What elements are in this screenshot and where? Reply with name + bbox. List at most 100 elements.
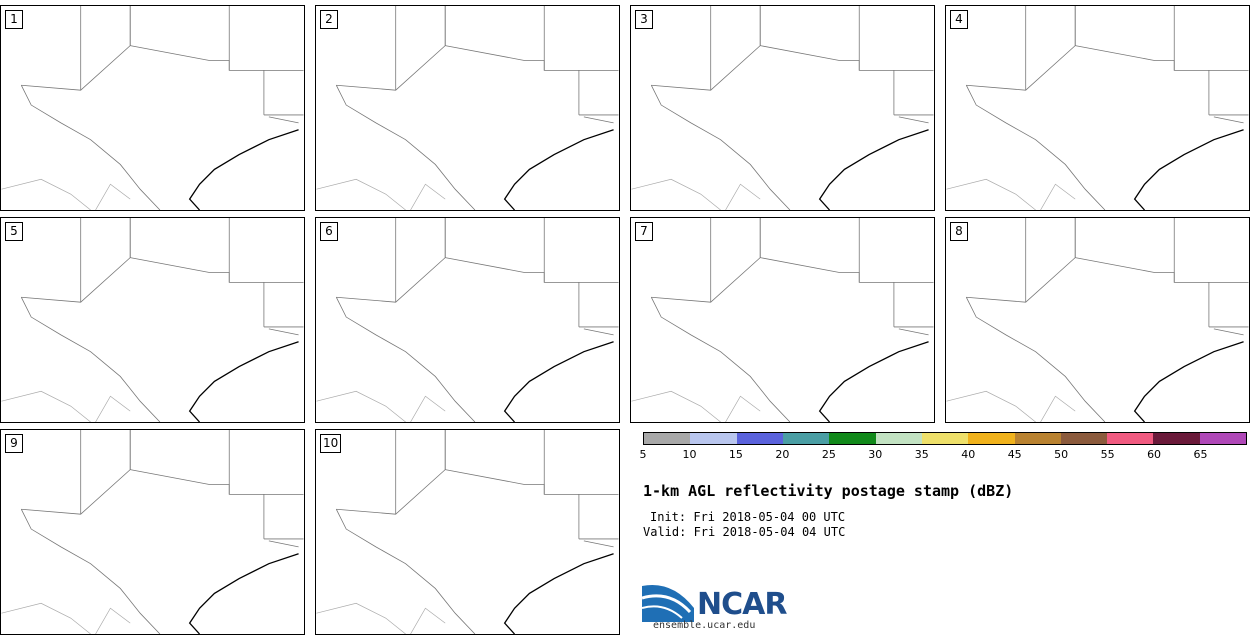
colorbar-tick-label: 5 xyxy=(639,448,647,461)
state-boundary xyxy=(543,430,580,539)
country-boundary xyxy=(1,390,91,422)
colorbar-segment xyxy=(644,433,691,444)
coastline xyxy=(818,341,929,422)
country-boundary xyxy=(1,602,91,634)
colorbar-tick-label: 55 xyxy=(1100,448,1115,461)
state-boundary xyxy=(858,218,895,327)
coastline xyxy=(1133,341,1244,422)
coastline xyxy=(503,129,614,210)
state-boundary xyxy=(130,469,230,495)
state-boundary xyxy=(445,257,545,283)
state-boundary xyxy=(898,328,929,336)
colorbar-segment xyxy=(1107,433,1154,444)
ncar-logo-icon xyxy=(642,584,694,622)
state-boundary xyxy=(20,297,161,422)
basemap xyxy=(1,6,304,210)
country-boundary xyxy=(946,390,1036,422)
member-panel[interactable]: 6 xyxy=(315,217,620,423)
product-title: 1-km AGL reflectivity postage stamp (dBZ… xyxy=(643,482,1014,500)
state-boundary xyxy=(21,218,131,303)
state-boundary xyxy=(965,297,1106,422)
state-boundary xyxy=(966,218,1076,303)
coastline xyxy=(818,129,929,210)
country-boundary xyxy=(316,602,406,634)
member-number: 3 xyxy=(635,10,653,29)
colorbar-tick-label: 50 xyxy=(1054,448,1069,461)
state-boundary xyxy=(1213,116,1244,124)
colorbar-segment xyxy=(829,433,876,444)
coastline xyxy=(503,553,614,634)
colorbar-segment xyxy=(782,433,830,444)
state-boundary xyxy=(965,85,1106,210)
basemap xyxy=(946,6,1249,210)
state-boundary xyxy=(335,85,476,210)
member-number: 1 xyxy=(5,10,23,29)
colorbar-ticks: 5 10 15 20 25 30 35 40 45 50 55 60 65 xyxy=(639,448,1247,464)
member-number: 2 xyxy=(320,10,338,29)
state-boundary xyxy=(445,469,545,495)
member-panel[interactable]: 7 xyxy=(630,217,935,423)
country-boundary xyxy=(725,395,761,422)
state-boundary xyxy=(336,218,446,303)
member-number: 9 xyxy=(5,434,23,453)
coastline xyxy=(188,129,299,210)
state-boundary xyxy=(228,430,265,539)
state-boundary xyxy=(445,45,545,71)
state-boundary xyxy=(268,116,299,124)
member-panel[interactable]: 5 xyxy=(0,217,305,423)
colorbar-tick-label: 45 xyxy=(1007,448,1022,461)
colorbar-tick-label: 10 xyxy=(682,448,697,461)
country-boundary xyxy=(410,607,446,634)
state-boundary xyxy=(1075,45,1175,71)
basemap xyxy=(316,218,619,422)
country-boundary xyxy=(410,395,446,422)
colorbar-segment xyxy=(921,433,969,444)
member-number: 4 xyxy=(950,10,968,29)
colorbar-segment xyxy=(690,433,737,444)
basemap xyxy=(1,430,304,634)
site-url[interactable]: ensemble.ucar.edu xyxy=(653,620,756,631)
reflectivity-colorbar xyxy=(643,432,1247,445)
coastline xyxy=(188,553,299,634)
member-panel[interactable]: 2 xyxy=(315,5,620,211)
coastline xyxy=(188,341,299,422)
member-panel[interactable]: 4 xyxy=(945,5,1250,211)
state-boundary xyxy=(1213,328,1244,336)
country-boundary xyxy=(631,390,721,422)
colorbar-segment xyxy=(1060,433,1108,444)
colorbar-tick-label: 65 xyxy=(1193,448,1208,461)
member-panel[interactable]: 10 xyxy=(315,429,620,635)
country-boundary xyxy=(410,183,446,210)
basemap xyxy=(316,430,619,634)
member-panel[interactable]: 1 xyxy=(0,5,305,211)
state-boundary xyxy=(1075,257,1175,283)
member-number: 6 xyxy=(320,222,338,241)
state-boundary xyxy=(651,6,761,91)
member-panel[interactable]: 8 xyxy=(945,217,1250,423)
member-number: 5 xyxy=(5,222,23,241)
state-boundary xyxy=(651,218,761,303)
colorbar-tick-label: 40 xyxy=(961,448,976,461)
state-boundary xyxy=(543,6,580,115)
country-boundary xyxy=(1040,395,1076,422)
country-boundary xyxy=(725,183,761,210)
coastline xyxy=(1133,129,1244,210)
member-number: 10 xyxy=(320,434,342,453)
state-boundary xyxy=(130,45,230,71)
country-boundary xyxy=(95,183,131,210)
colorbar-segment xyxy=(1199,433,1247,444)
valid-time: Valid: Fri 2018-05-04 04 UTC xyxy=(643,525,846,539)
colorbar-tick-label: 30 xyxy=(868,448,883,461)
member-panel[interactable]: 3 xyxy=(630,5,935,211)
basemap xyxy=(316,6,619,210)
coastline xyxy=(503,341,614,422)
country-boundary xyxy=(1,178,91,210)
member-panel[interactable]: 9 xyxy=(0,429,305,635)
colorbar-segment xyxy=(1014,433,1061,444)
state-boundary xyxy=(335,509,476,634)
country-boundary xyxy=(316,390,406,422)
country-boundary xyxy=(631,178,721,210)
colorbar-tick-label: 20 xyxy=(775,448,790,461)
member-number: 8 xyxy=(950,222,968,241)
state-boundary xyxy=(336,6,446,91)
